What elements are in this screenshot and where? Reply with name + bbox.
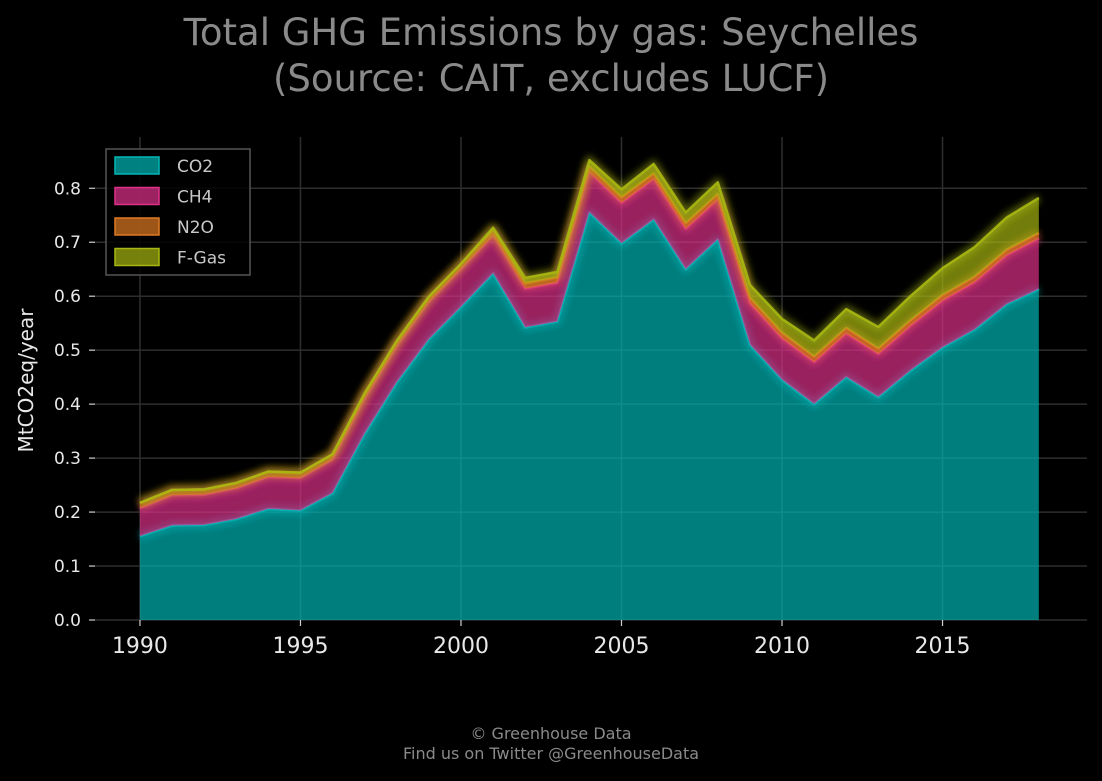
- y-tick-label: 0.7: [54, 233, 81, 253]
- legend-swatch-co2: [114, 156, 160, 175]
- x-tick-label: 2000: [433, 634, 489, 659]
- y-tick-label: 0.0: [54, 611, 81, 631]
- y-tick-label: 0.1: [54, 557, 81, 577]
- legend-swatch-f-gas: [114, 247, 160, 267]
- x-tick-label: 2015: [915, 634, 971, 659]
- legend-label-n2o: N2O: [177, 218, 214, 238]
- y-tick-label: 0.8: [54, 179, 81, 199]
- legend-swatch-ch4: [114, 186, 160, 206]
- y-tick-label: 0.3: [54, 449, 81, 469]
- x-tick-label: 2005: [593, 634, 649, 659]
- legend-swatch-n2o: [114, 217, 160, 236]
- legend-label-f-gas: F-Gas: [177, 249, 226, 269]
- x-tick-label: 2010: [754, 634, 810, 659]
- area-co2: [139, 212, 1039, 620]
- y-tick-label: 0.5: [54, 341, 81, 361]
- x-tick-label: 1995: [272, 634, 328, 659]
- legend-label-co2: CO2: [177, 157, 213, 177]
- area-f-gas: [139, 160, 1039, 503]
- y-tick-label: 0.6: [54, 287, 81, 307]
- area-series-group: [138, 155, 1042, 620]
- chart-title-line-2: (Source: CAIT, excludes LUCF): [272, 57, 830, 100]
- footer: © Greenhouse Data Find us on Twitter @Gr…: [0, 724, 1102, 764]
- axes: 0.0 0.1 0.2 0.3 0.4 0.5 0.6 0.7 0.8 1990 1995 2000 2…: [14, 179, 971, 659]
- area-ch4: [139, 172, 1039, 537]
- legend-label-ch4: CH4: [177, 188, 212, 208]
- footer-copyright: © Greenhouse Data: [470, 724, 632, 743]
- x-tick-label: 1990: [112, 634, 168, 659]
- line-f-gas: [139, 158, 1040, 505]
- footer-twitter: Find us on Twitter @GreenhouseData: [402, 744, 700, 763]
- y-tick-label: 0.2: [54, 503, 81, 523]
- chart-title: Total GHG Emissions by gas: Seychelles (…: [0, 10, 1102, 102]
- chart-title-line-1: Total GHG Emissions by gas: Seychelles: [183, 11, 919, 54]
- y-tick-label: 0.4: [54, 395, 81, 415]
- legend: CO2 CH4 N2O F-Gas: [105, 148, 251, 276]
- y-axis-label: MtCO2eq/year: [14, 308, 38, 453]
